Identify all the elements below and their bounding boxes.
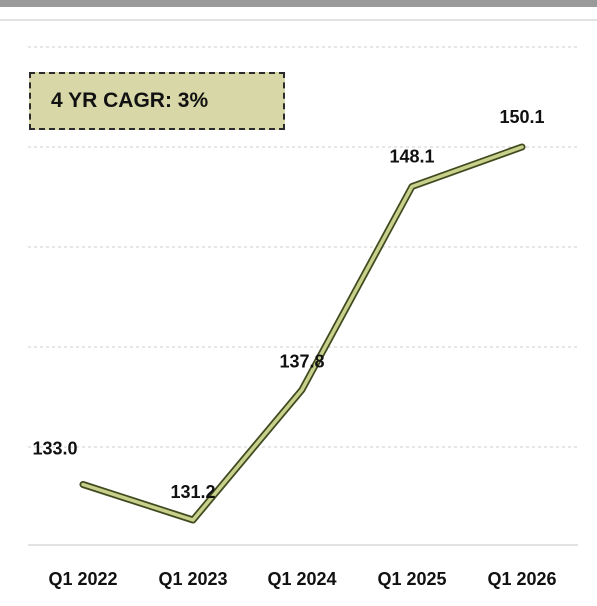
x-tick-label-2: Q1 2023 (158, 569, 227, 589)
x-tick-label-5: Q1 2026 (487, 569, 556, 589)
series-line (81, 145, 524, 522)
data-label-4: 148.1 (389, 146, 434, 166)
x-tick-label-1: Q1 2022 (48, 569, 117, 589)
data-labels: 133.0 131.2 137.8 148.1 150.1 (32, 107, 544, 502)
gridlines (28, 46, 578, 448)
series-line-outline (79, 143, 526, 524)
series-line-group (79, 143, 526, 524)
data-label-1: 133.0 (32, 438, 77, 458)
x-tick-label-4: Q1 2025 (377, 569, 446, 589)
cagr-annotation-text: 4 YR CAGR: 3% (51, 89, 209, 112)
data-label-5: 150.1 (499, 107, 544, 127)
cagr-annotation-box: 4 YR CAGR: 3% (29, 72, 285, 130)
top-border-bar (0, 0, 597, 7)
data-label-3: 137.8 (279, 352, 324, 372)
data-label-2: 131.2 (170, 482, 215, 502)
x-tick-labels: Q1 2022 Q1 2023 Q1 2024 Q1 2025 Q1 2026 (48, 569, 556, 589)
x-tick-label-3: Q1 2024 (267, 569, 336, 589)
